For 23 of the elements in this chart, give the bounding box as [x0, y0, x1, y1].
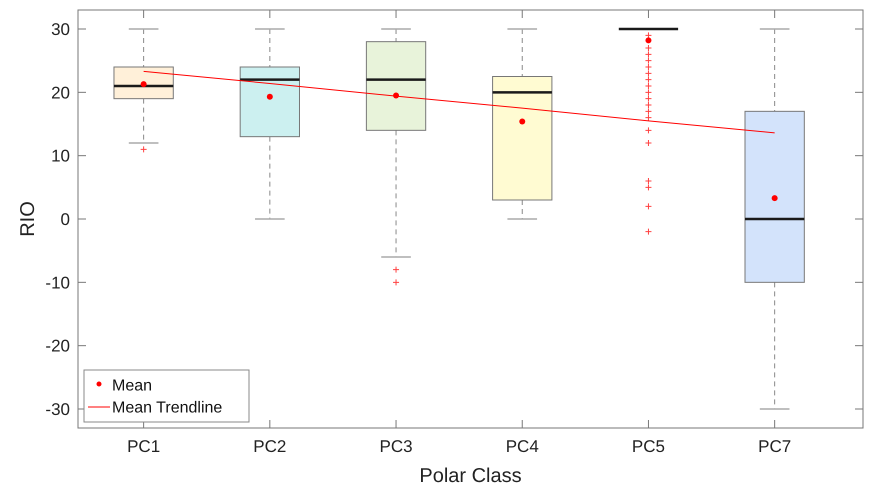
x-tick-label: PC4: [506, 437, 539, 456]
point: [266, 94, 273, 100]
y-tick-label: -10: [45, 273, 70, 292]
y-tick-label: 0: [60, 210, 70, 229]
x-tick-label: PC3: [380, 437, 413, 456]
legend-label: Mean Trendline: [112, 400, 222, 417]
y-tick-label: 20: [51, 83, 70, 102]
x-tick-label: PC2: [253, 437, 286, 456]
point: [645, 37, 652, 44]
x-tick-label: PC7: [758, 437, 792, 456]
x-tick-label: PC5: [632, 437, 665, 456]
x-axis-title: Polar Class: [419, 465, 522, 487]
legend-label: Mean: [112, 378, 152, 395]
y-tick-label: 30: [51, 20, 70, 39]
y-tick-label: 10: [51, 146, 70, 166]
y-tick-label: -20: [45, 336, 70, 356]
y-axis-title: RIO: [17, 201, 39, 237]
point: [772, 195, 778, 202]
y-tick-label: -30: [45, 400, 70, 419]
line-series: [143, 70, 776, 134]
point: [519, 118, 526, 124]
x-tick-label: PC1: [127, 437, 160, 456]
point: [140, 81, 147, 88]
